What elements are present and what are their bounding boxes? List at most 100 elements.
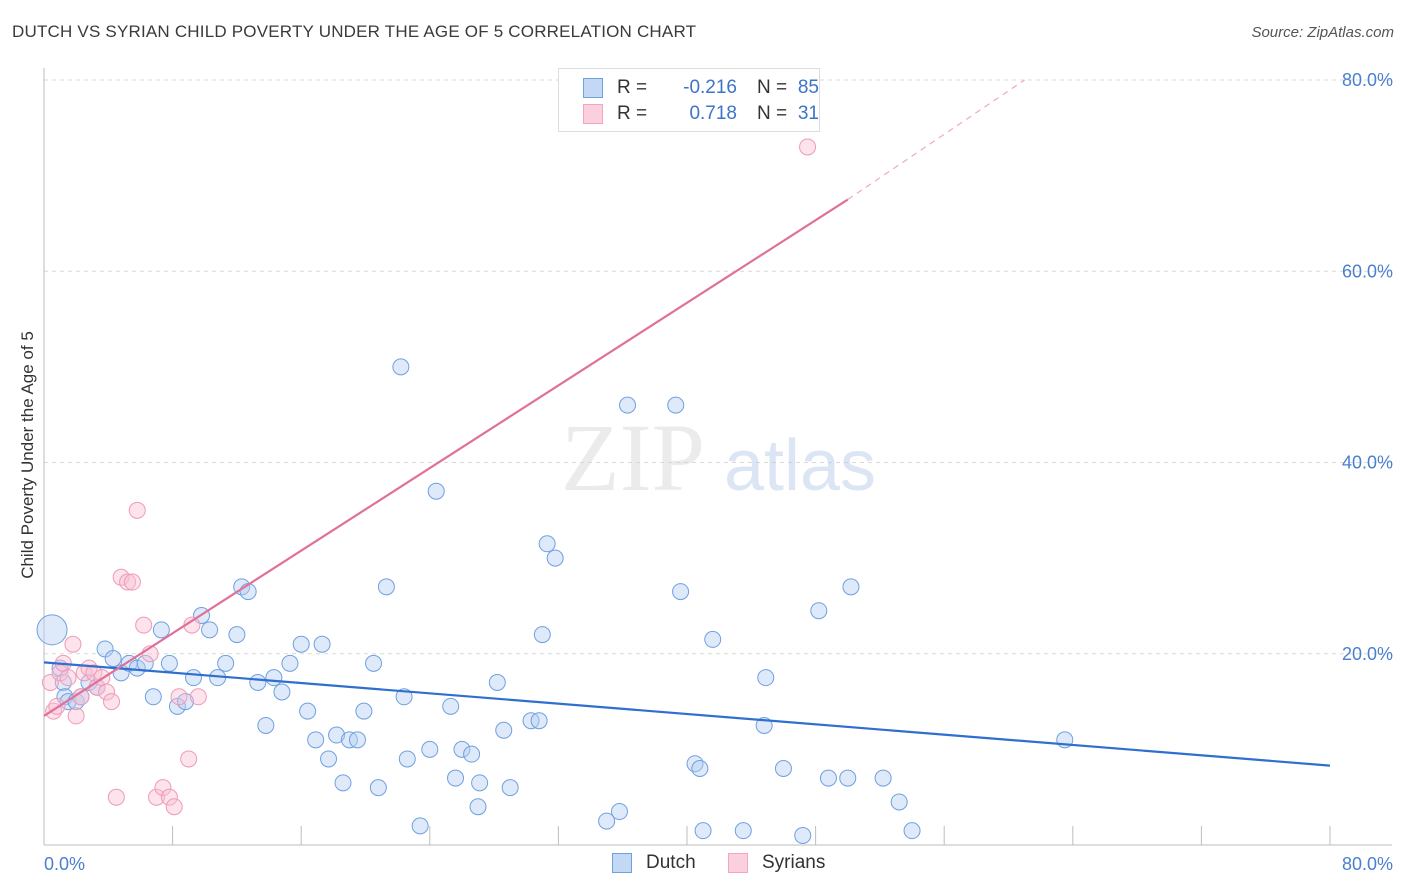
dutch-point <box>546 549 564 567</box>
dutch-point <box>619 396 637 414</box>
dutch-point <box>249 673 267 691</box>
dutch-point <box>794 826 812 844</box>
dutch-series <box>36 358 1074 844</box>
dutch-point <box>819 769 837 787</box>
dutch-point <box>890 793 908 811</box>
watermark-zip: ZIP <box>561 404 705 511</box>
dutch-point <box>184 669 202 687</box>
dutch-point <box>128 659 146 677</box>
dutch-point <box>610 803 628 821</box>
dutch-point <box>334 774 352 792</box>
y-tick-label: 40.0% <box>1342 453 1393 473</box>
dutch-point <box>704 630 722 648</box>
tick-labels: 20.0% 40.0% 60.0% 80.0% 0.0% 80.0% <box>44 70 1393 874</box>
syrians-trend-extension <box>847 79 1025 201</box>
dutch-point <box>691 760 709 777</box>
dutch-point <box>411 817 429 835</box>
legend-r-value: 0.718 <box>689 103 737 124</box>
dutch-point <box>501 779 519 797</box>
y-tick-label: 60.0% <box>1342 261 1393 281</box>
dutch-point <box>672 583 690 601</box>
dutch-point <box>144 688 162 706</box>
trend-lines <box>43 79 1331 767</box>
dutch-legend-label: Dutch <box>646 852 696 873</box>
syrians-point <box>64 635 82 653</box>
syrians-point <box>148 788 166 806</box>
y-tick-label: 20.0% <box>1342 644 1393 664</box>
dutch-point <box>36 614 68 646</box>
dutch-point <box>104 650 122 668</box>
syrians-point <box>170 688 188 706</box>
dutch-point <box>598 812 616 830</box>
syrians-point <box>160 788 178 806</box>
dutch-point <box>463 745 481 763</box>
dutch-trend-line <box>43 661 1331 767</box>
dutch-point <box>299 702 317 720</box>
dutch-point <box>369 779 387 797</box>
dutch-point <box>810 602 828 620</box>
dutch-point <box>469 798 487 816</box>
correlation-legend: R = -0.216 N = 85 R = 0.718 N = 31 <box>558 68 820 132</box>
dutch-point <box>273 683 291 701</box>
dutch-point <box>667 396 685 414</box>
legend-n-label: N = <box>757 103 788 124</box>
dutch-point <box>842 578 860 596</box>
dutch-point <box>442 697 460 715</box>
x-tick-label: 0.0% <box>44 854 85 874</box>
dutch-point <box>217 654 235 672</box>
legend-r-label: R = <box>617 77 648 98</box>
dutch-point <box>355 702 373 720</box>
dutch-point <box>903 822 921 840</box>
syrians-point <box>799 138 817 156</box>
source-label: Source: ZipAtlas.com <box>1251 24 1394 41</box>
syrians-point <box>85 664 103 682</box>
dutch-point <box>201 621 219 639</box>
dutch-point <box>453 740 471 758</box>
dutch-point <box>538 535 556 553</box>
legend-n-label: N = <box>757 77 788 98</box>
syrians-swatch <box>583 104 603 124</box>
legend-n-value: 85 <box>797 77 819 98</box>
syrians-point <box>119 573 137 591</box>
dutch-point <box>307 731 325 749</box>
syrians-point <box>128 501 146 519</box>
syrians-legend-label: Syrians <box>762 852 826 873</box>
syrians-point <box>103 693 121 711</box>
dutch-point <box>348 731 366 749</box>
dutch-point <box>377 578 395 596</box>
dutch-point <box>328 726 346 744</box>
dutch-point <box>533 626 551 644</box>
syrians-trend-line <box>43 198 849 717</box>
axes <box>43 68 1392 846</box>
dutch-point <box>257 716 275 734</box>
dutch-point <box>530 712 548 730</box>
legend-r-label: R = <box>617 103 648 124</box>
syrians-point <box>123 573 141 591</box>
dutch-point <box>313 635 331 653</box>
dutch-point <box>757 669 775 687</box>
y-tick-label: 80.0% <box>1342 70 1393 90</box>
dutch-swatch <box>583 78 603 98</box>
dutch-point <box>228 626 246 644</box>
watermark-atlas: atlas <box>724 426 876 506</box>
dutch-point <box>447 769 465 787</box>
dutch-point <box>427 482 445 500</box>
dutch-point <box>471 774 489 792</box>
syrians-point <box>107 788 125 806</box>
chart-title: DUTCH VS SYRIAN CHILD POVERTY UNDER THE … <box>12 22 697 41</box>
dutch-point <box>398 750 416 768</box>
dutch-point <box>774 760 792 777</box>
dutch-point <box>734 822 752 840</box>
dutch-point <box>488 673 506 691</box>
dutch-point <box>160 654 178 672</box>
syrians-point <box>135 616 153 634</box>
syrians-point <box>189 688 207 706</box>
dutch-point <box>281 654 299 672</box>
syrians-point <box>51 664 69 682</box>
dutch-point <box>320 750 338 768</box>
dutch-point <box>395 688 413 706</box>
legend-r-value: -0.216 <box>683 77 737 98</box>
syrians-point <box>165 798 183 816</box>
dutch-point <box>365 654 383 672</box>
